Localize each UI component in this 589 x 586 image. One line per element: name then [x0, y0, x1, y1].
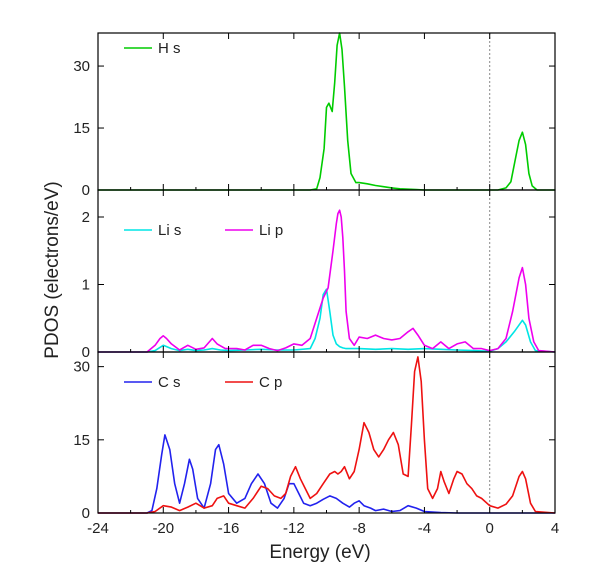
x-tick-label: -20: [152, 520, 174, 537]
x-tick-label: -12: [283, 520, 305, 537]
series-line-c-p: [98, 356, 556, 514]
y-tick-label: 0: [82, 182, 90, 199]
panel-middle: Li s Li p 0 1 2: [82, 189, 556, 361]
x-tick-label: -16: [218, 520, 240, 537]
series-line-li-p: [98, 209, 556, 353]
legend-label: C s: [158, 374, 181, 391]
y-tick-label: 0: [82, 344, 90, 361]
panel-bottom: C s C p 0 15 30: [73, 351, 556, 522]
x-tick-label: 4: [551, 520, 559, 537]
panel-frame: [97, 351, 556, 514]
y-tick-label: 1: [82, 277, 90, 294]
legend-label: C p: [259, 374, 282, 391]
series-line-h-s: [98, 32, 555, 191]
x-tick-label: 0: [486, 520, 494, 537]
x-tick-label: -24: [87, 520, 109, 537]
legend-label: Li p: [259, 222, 283, 239]
y-tick-label: 30: [73, 58, 90, 75]
x-tick-label: -4: [418, 520, 431, 537]
y-tick-label: 0: [82, 505, 90, 522]
legend-label: Li s: [158, 222, 181, 239]
x-axis-title: Energy (eV): [269, 542, 370, 563]
legend-label: H s: [158, 40, 181, 57]
y-axis-title: PDOS (electrons/eV): [42, 181, 63, 358]
y-tick-label: 15: [73, 432, 90, 449]
x-tick-label: -8: [352, 520, 365, 537]
panel-top: H s 0 15 30: [73, 32, 556, 199]
y-tick-label: 30: [73, 359, 90, 376]
y-tick-label: 15: [73, 120, 90, 137]
y-tick-label: 2: [82, 209, 90, 226]
panels: H s 0 15 30 Li s Li p 0 1 2 C s C p 0 15 30 -24 -20 -16 -…: [73, 32, 559, 537]
